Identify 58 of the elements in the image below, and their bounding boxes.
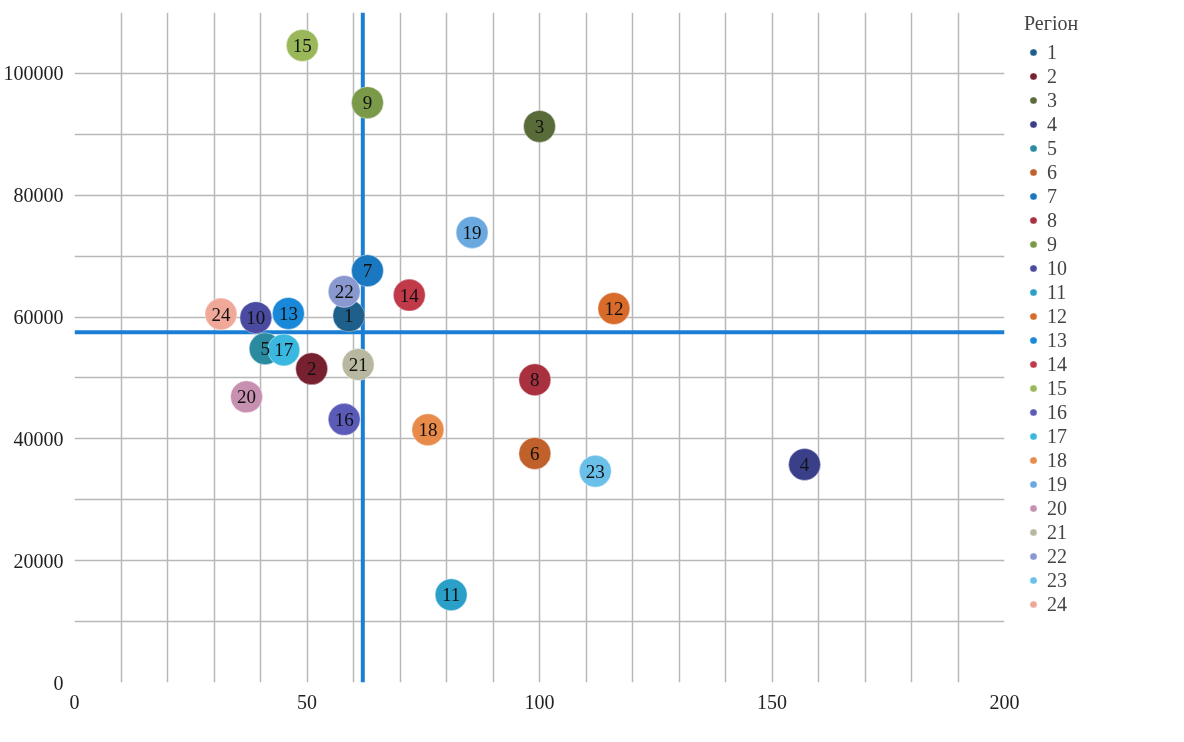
text: 10 (246, 307, 266, 329)
text: 5 (260, 338, 270, 360)
text: 9 (362, 92, 373, 114)
legend-label: 10 (1047, 256, 1067, 280)
legend-label: 4 (1047, 112, 1058, 136)
y-tick-label: 100000 (3, 62, 64, 85)
text: 15 (292, 34, 312, 56)
x-tick-label: 150 (757, 690, 787, 713)
text: 16 (334, 408, 354, 430)
x-tick-label: 100 (524, 690, 555, 713)
text: 24 (211, 303, 231, 325)
y-tick-label: 60000 (13, 306, 64, 329)
text: 6 (530, 442, 540, 464)
legend-label: 13 (1047, 328, 1067, 352)
text: 21 (348, 354, 368, 376)
text: 13 (278, 302, 298, 324)
legend-label: 12 (1047, 304, 1067, 328)
text: 20 (237, 386, 257, 408)
legend-label: 7 (1047, 184, 1058, 208)
legend-label: 15 (1047, 376, 1067, 400)
y-tick-label: 20000 (13, 549, 64, 572)
legend-label: 14 (1047, 352, 1067, 376)
y-tick-label: 0 (53, 671, 64, 694)
text: 7 (362, 260, 373, 282)
legend-label: 6 (1047, 160, 1058, 184)
legend-label: 9 (1047, 232, 1058, 256)
legend-label: 19 (1047, 472, 1067, 496)
x-tick-label: 0 (69, 690, 80, 713)
legend-label: 16 (1047, 400, 1067, 424)
legend-label: 23 (1047, 568, 1067, 592)
x-tick-label: 50 (297, 690, 317, 713)
legend-label: 17 (1047, 424, 1067, 448)
text: 12 (604, 298, 624, 320)
legend-label: 20 (1047, 496, 1067, 520)
text: 3 (534, 115, 545, 137)
legend-label: 22 (1047, 544, 1067, 568)
x-tick-label: 200 (989, 690, 1020, 713)
legend-label: 21 (1047, 520, 1067, 544)
legend-title: Регіон (1024, 12, 1079, 35)
legend-label: 18 (1047, 448, 1067, 472)
text: 17 (274, 339, 294, 361)
text: 23 (585, 460, 605, 482)
text: 8 (530, 369, 540, 391)
legend-label: 8 (1047, 208, 1058, 232)
text: 14 (399, 284, 419, 306)
y-tick-label: 40000 (13, 427, 64, 450)
legend-label: 5 (1047, 136, 1058, 160)
legend-label: 11 (1047, 280, 1067, 304)
text: 19 (462, 221, 482, 243)
text: 18 (418, 419, 438, 441)
legend-label: 3 (1047, 88, 1058, 112)
legend-label: 24 (1047, 592, 1067, 616)
legend-label: 2 (1047, 64, 1058, 88)
text: 11 (442, 584, 461, 606)
y-tick-label: 80000 (13, 184, 64, 207)
text: 22 (334, 280, 354, 302)
text: 4 (799, 453, 810, 475)
legend-label: 1 (1047, 40, 1058, 64)
